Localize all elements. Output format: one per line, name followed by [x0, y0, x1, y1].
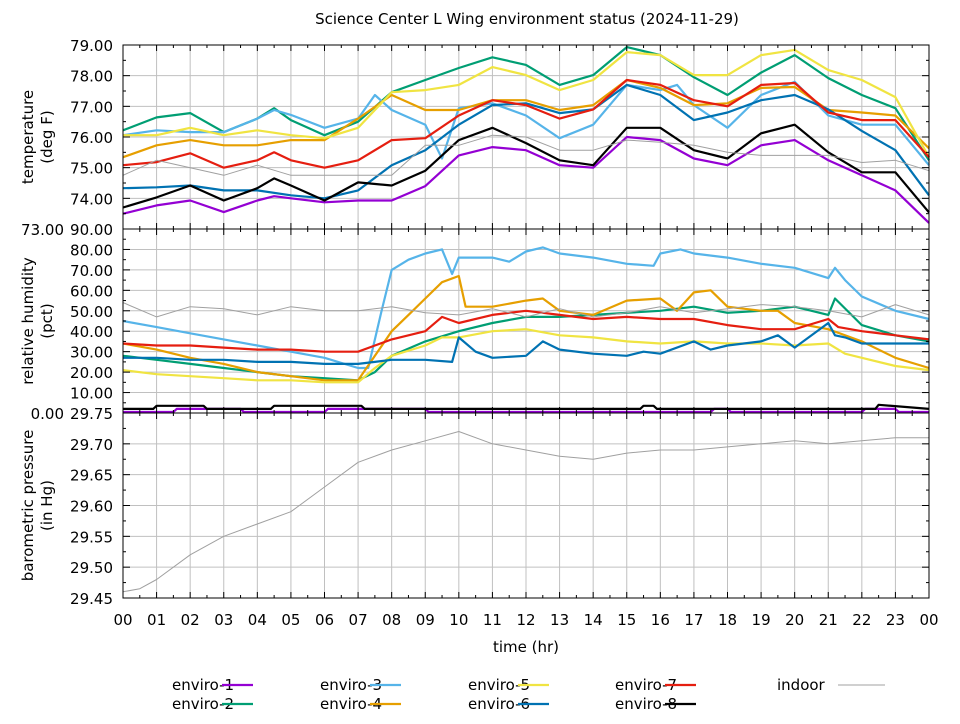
series-line-enviro-4-panel-2	[122, 274, 930, 382]
x-tick-label: 07	[349, 611, 368, 629]
y-axis-label: (in Hg)	[38, 480, 56, 531]
y-tick-label: 29.65	[70, 467, 113, 485]
x-axis-label: time (hr)	[493, 638, 559, 656]
y-tick-label: 40.00	[70, 323, 113, 341]
x-tick-label: 02	[181, 611, 200, 629]
series-line-indoor-panel-1	[122, 134, 930, 176]
y-tick-label: 30.00	[70, 344, 113, 362]
y-tick-label: 29.55	[70, 528, 113, 546]
legend-label-enviro-7: enviro-7	[615, 676, 677, 694]
legend-label-enviro-3: enviro-3	[320, 676, 382, 694]
x-tick-label: 00	[919, 611, 938, 629]
y-axis-label: barometric pressure	[19, 430, 37, 582]
series-line-enviro-8-panel-1	[122, 123, 930, 214]
x-tick-label: 01	[147, 611, 166, 629]
grid	[123, 45, 929, 598]
chart-title: Science Center L Wing environment status…	[315, 10, 739, 28]
x-tick-label: 14	[584, 611, 603, 629]
x-tick-label: 09	[416, 611, 435, 629]
x-tick-label: 06	[315, 611, 334, 629]
series-line-indoor-panel-3	[122, 431, 929, 593]
x-tick-label: 22	[852, 611, 871, 629]
x-tick-label: 08	[382, 611, 401, 629]
y-tick-label: 29.75	[70, 405, 113, 423]
x-tick-label: 23	[886, 611, 905, 629]
series-line-enviro-7-panel-1	[122, 78, 930, 169]
series-line-enviro-4-panel-1	[122, 78, 930, 159]
legend-label-enviro-6: enviro-6	[468, 695, 530, 713]
x-tick-label: 11	[483, 611, 502, 629]
legend-label-indoor: indoor	[777, 676, 826, 694]
x-tick-label: 18	[718, 611, 737, 629]
x-tick-label: 10	[449, 611, 468, 629]
y-tick-label: 73.00	[21, 221, 64, 239]
series-line-indoor-panel-2	[122, 302, 930, 318]
tick-labels: 73.00 74.00 75.00 76.00 77.00 78.00 79.00 tempe…	[19, 37, 939, 629]
series-line-enviro-3-panel-2	[122, 246, 930, 370]
x-tick-label: 21	[819, 611, 838, 629]
y-axis-label: (deg F)	[38, 110, 56, 163]
panel-frames	[122, 44, 930, 599]
x-tick-label: 05	[281, 611, 300, 629]
x-tick-label: 13	[550, 611, 569, 629]
y-tick-label: 75.00	[70, 160, 113, 178]
y-tick-label: 50.00	[70, 303, 113, 321]
x-tick-label: 04	[248, 611, 267, 629]
x-tick-label: 12	[516, 611, 535, 629]
y-tick-label: 90.00	[70, 221, 113, 239]
legend-label-enviro-2: enviro-2	[172, 695, 234, 713]
x-tick-label: 20	[785, 611, 804, 629]
series-line-enviro-7-panel-2	[122, 309, 930, 353]
panel-frame	[122, 412, 930, 599]
x-tick-label: 15	[617, 611, 636, 629]
y-tick-label: 20.00	[70, 364, 113, 382]
x-tick-label: 03	[214, 611, 233, 629]
y-tick-label: 0.00	[31, 405, 64, 423]
y-tick-label: 29.50	[70, 559, 113, 577]
y-tick-label: 70.00	[70, 262, 113, 280]
y-tick-label: 77.00	[70, 98, 113, 116]
series-line-enviro-6-panel-2	[123, 321, 929, 365]
legend-label-enviro-5: enviro-5	[468, 676, 530, 694]
series-line-enviro-6-panel-1	[122, 83, 930, 200]
y-axis-label: relative humidity	[19, 257, 37, 385]
x-tick-label: 19	[752, 611, 771, 629]
x-tick-label: 17	[684, 611, 703, 629]
y-tick-label: 79.00	[70, 37, 113, 55]
series-line-enviro-5-panel-2	[122, 328, 930, 384]
series-line-enviro-8-panel-2	[123, 403, 930, 410]
x-tick-label: 00	[113, 611, 132, 629]
legend-label-enviro-4: enviro-4	[320, 695, 382, 713]
y-tick-label: 29.60	[70, 498, 113, 516]
y-tick-label: 60.00	[70, 282, 113, 300]
y-axis-label: (pct)	[38, 303, 56, 338]
y-tick-label: 29.45	[70, 590, 113, 608]
series-line-enviro-1-panel-1	[122, 135, 930, 224]
legend-label-enviro-1: enviro-1	[172, 676, 234, 694]
y-axis-label: temperature	[19, 90, 37, 184]
y-tick-label: 76.00	[70, 129, 113, 147]
y-tick-label: 29.70	[70, 436, 113, 454]
x-tick-label: 16	[651, 611, 670, 629]
series-line-enviro-3-panel-1	[122, 80, 930, 166]
y-tick-label: 10.00	[70, 385, 113, 403]
y-tick-label: 78.00	[70, 68, 113, 86]
y-tick-label: 80.00	[70, 241, 113, 259]
legend-label-enviro-8: enviro-8	[615, 695, 677, 713]
y-tick-label: 74.00	[70, 190, 113, 208]
